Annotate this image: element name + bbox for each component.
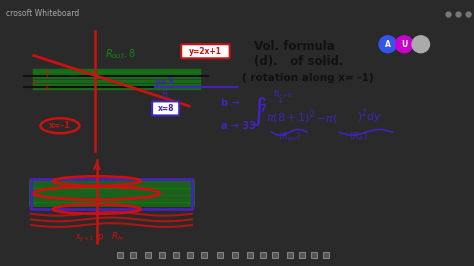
Text: $b_{y+8}$: $b_{y+8}$: [273, 88, 293, 101]
Text: $R_{out}.8$: $R_{out}.8$: [105, 47, 135, 61]
Text: 8: 8: [162, 90, 168, 100]
Text: crosoft Whiteboard: crosoft Whiteboard: [6, 10, 79, 18]
Text: ( rotation along x= -1): ( rotation along x= -1): [242, 73, 374, 83]
Text: y=2x+1: y=2x+1: [189, 47, 222, 56]
Text: ↓: ↓: [44, 82, 52, 92]
Text: $)^2dy$: $)^2dy$: [357, 108, 382, 126]
Text: (d).   of solid.: (d). of solid.: [254, 55, 344, 68]
Text: $(R_{ih}).$: $(R_{ih}).$: [349, 131, 371, 143]
Text: ↓: ↓: [276, 96, 283, 105]
Text: p: p: [97, 232, 102, 241]
Text: $- \pi($: $- \pi($: [316, 111, 337, 124]
Text: +1: +1: [31, 81, 40, 86]
Text: x=8: x=8: [157, 104, 174, 113]
Text: A: A: [385, 40, 391, 49]
Text: 7: 7: [260, 104, 266, 114]
Text: $\pi(8+1)^2$: $\pi(8+1)^2$: [265, 108, 315, 126]
Circle shape: [412, 36, 429, 53]
Circle shape: [395, 36, 413, 53]
Text: $(R_{out})$: $(R_{out})$: [278, 131, 301, 143]
Text: $\int$: $\int$: [250, 95, 267, 128]
Text: ↑: ↑: [44, 70, 52, 80]
Text: a → 3: a → 3: [221, 120, 249, 131]
Bar: [31, 179, 192, 209]
FancyBboxPatch shape: [181, 44, 230, 58]
Circle shape: [379, 36, 397, 53]
Text: x=-1: x=-1: [49, 121, 71, 130]
Text: $R_h.$: $R_h.$: [111, 230, 126, 243]
Text: b →: b →: [221, 98, 239, 108]
Text: Vol. formula: Vol. formula: [254, 40, 335, 53]
Text: U: U: [401, 40, 407, 49]
Text: y=3: y=3: [155, 77, 175, 86]
FancyBboxPatch shape: [152, 101, 179, 115]
Text: $x_{y+1}$: $x_{y+1}$: [75, 232, 95, 244]
Text: 3: 3: [248, 120, 255, 131]
